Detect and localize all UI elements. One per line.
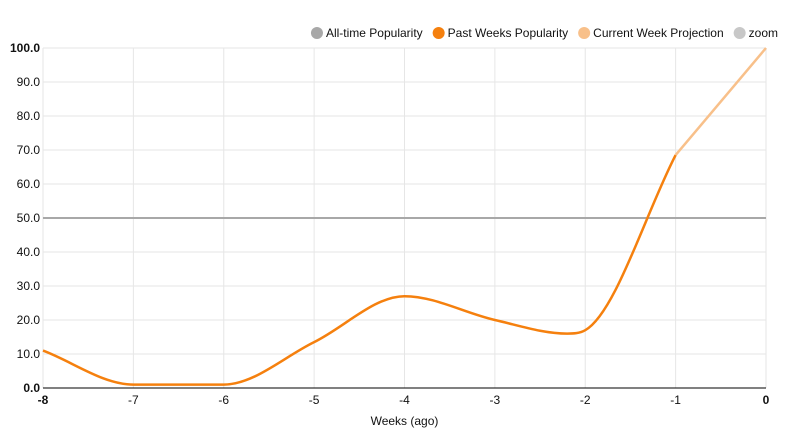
x-tick-label: -3 [490,393,501,407]
y-tick-label: 90.0 [17,75,41,89]
y-tick-label: 0.0 [23,381,40,395]
legend-item[interactable]: Current Week Projection [578,26,724,40]
legend-item[interactable]: zoom [733,26,778,40]
legend: zoom Current Week Projection Past Weeks Po… [310,26,778,40]
series-lines [42,47,767,386]
y-tick-label: 30.0 [17,279,41,293]
y-tick-label: 100.0 [10,41,40,55]
x-tick-label: -1 [670,393,681,407]
x-tick-label: -2 [580,393,591,407]
y-tick-label: 20.0 [17,313,41,327]
legend-item[interactable]: All-time Popularity [310,26,423,40]
series-line-current-week-projection [674,47,767,156]
x-axis: -8 -7 -6 -5 -4 -3 -2 -1 0 [38,387,770,407]
y-axis: 0.0 10.0 20.0 30.0 40.0 50.0 60.0 70.0 80.0 90.0 1… [10,41,40,395]
legend-swatch [310,27,323,39]
y-tick-label: 10.0 [17,347,41,361]
legend-label: All-time Popularity [326,26,423,40]
y-tick-label: 50.0 [17,211,41,225]
legend-label: zoom [749,26,778,40]
series-line-past-weeks-popularity [42,154,677,386]
y-tick-label: 80.0 [17,109,41,123]
legend-swatch [432,27,445,39]
legend-swatch [578,27,591,39]
x-tick-label: -6 [218,393,229,407]
y-tick-label: 70.0 [17,143,41,157]
x-tick-label: -7 [128,393,139,407]
legend-label: Past Weeks Popularity [448,26,569,40]
x-tick-label: -5 [309,393,320,407]
legend-item[interactable]: Past Weeks Popularity [432,26,569,40]
y-tick-label: 60.0 [17,177,41,191]
legend-label: Current Week Projection [593,26,724,40]
y-tick-label: 40.0 [17,245,41,259]
legend-swatch [733,27,746,39]
x-tick-label: 0 [763,393,770,407]
x-tick-label: -8 [38,393,49,407]
x-tick-label: -4 [399,393,410,407]
x-axis-title: Weeks (ago) [371,414,439,428]
